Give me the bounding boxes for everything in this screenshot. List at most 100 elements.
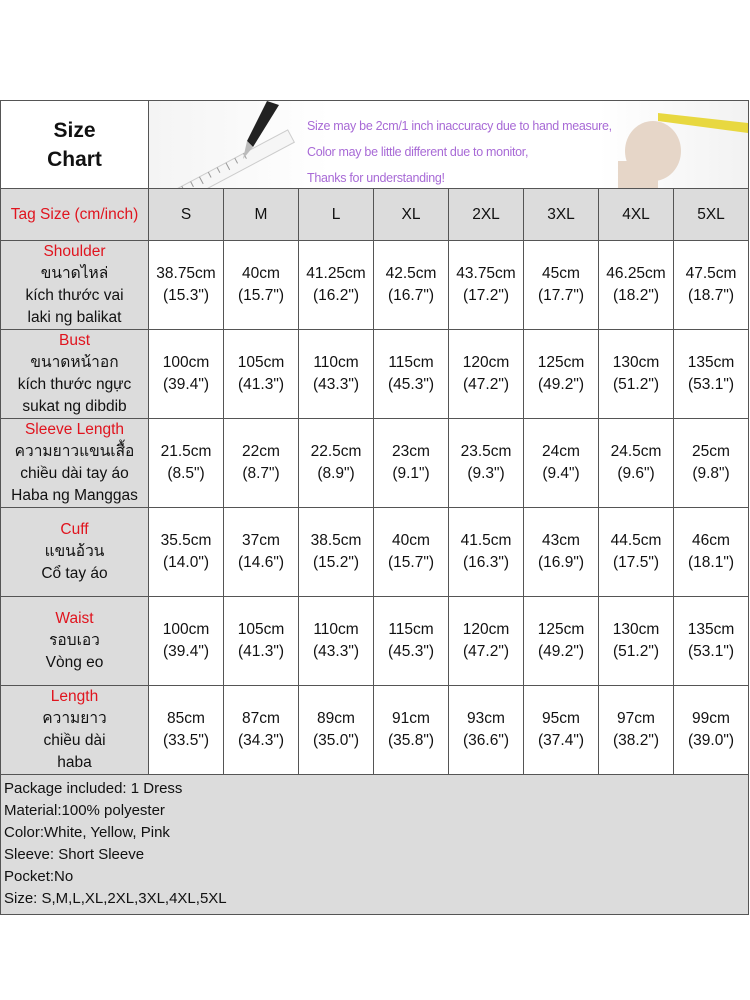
- measurement-label: Shoulder ขนาดไหล่ kích thước vai laki ng ba…: [0, 240, 149, 330]
- detail-line: Package included: 1 Dress: [4, 780, 183, 797]
- value-cm: 91cm: [392, 710, 430, 727]
- value-inch: (36.6"): [463, 732, 509, 749]
- measurement-cell: 110cm (43.3"): [298, 329, 374, 419]
- measurement-translation: chiều dài: [43, 732, 106, 749]
- value-inch: (15.7"): [238, 287, 284, 304]
- measurement-translation: haba: [57, 754, 92, 771]
- measurement-cell: 41.5cm (16.3"): [448, 507, 524, 597]
- measurement-row: Waist รอบเอว Vòng eo 100cm (39.4") 105cm (41.3…: [0, 596, 749, 686]
- measurement-cell: 38.75cm (15.3"): [148, 240, 224, 330]
- value-cm: 125cm: [537, 621, 585, 638]
- value-inch: (16.3"): [463, 554, 509, 571]
- measurement-cell: 110cm (43.3"): [298, 596, 374, 686]
- value-cm: 35.5cm: [160, 532, 212, 549]
- value-cm: 24cm: [542, 443, 580, 460]
- value-inch: (45.3"): [388, 376, 434, 393]
- tag-size-row: Tag Size (cm/inch) S M L XL 2XL 3XL 4XL 5XL: [0, 188, 749, 241]
- measurement-cell: 46.25cm (18.2"): [598, 240, 674, 330]
- measurement-cell: 43.75cm (17.2"): [448, 240, 524, 330]
- value-inch: (51.2"): [613, 376, 659, 393]
- value-inch: (49.2"): [538, 376, 584, 393]
- measurement-row: Sleeve Length ความยาวแขนเสื้อ chiều dài ta…: [0, 418, 749, 508]
- measurement-cell: 21.5cm (8.5"): [148, 418, 224, 508]
- value-cm: 95cm: [542, 710, 580, 727]
- measurement-name: Sleeve Length: [24, 421, 125, 438]
- value-cm: 23.5cm: [460, 443, 512, 460]
- measurement-name: Length: [50, 688, 99, 705]
- value-cm: 44.5cm: [610, 532, 662, 549]
- value-cm: 105cm: [237, 621, 285, 638]
- measurement-translation: Haba ng Manggas: [11, 487, 138, 504]
- value-cm: 130cm: [612, 621, 660, 638]
- measurement-cell: 91cm (35.8"): [373, 685, 449, 775]
- detail-line: Pocket:No: [4, 868, 74, 885]
- value-inch: (9.4"): [542, 465, 580, 482]
- measurement-cell: 42.5cm (16.7"): [373, 240, 449, 330]
- measurement-cell: 23cm (9.1"): [373, 418, 449, 508]
- value-inch: (9.8"): [692, 465, 730, 482]
- measurement-cell: 95cm (37.4"): [523, 685, 599, 775]
- value-cm: 43.75cm: [456, 265, 516, 282]
- chart-title: Size Chart: [0, 100, 149, 189]
- measurement-label: Waist รอบเอว Vòng eo: [0, 596, 149, 686]
- value-cm: 21.5cm: [160, 443, 212, 460]
- measurement-cell: 25cm (9.8"): [673, 418, 749, 508]
- value-inch: (8.7"): [242, 465, 280, 482]
- value-cm: 37cm: [242, 532, 280, 549]
- measurement-cell: 135cm (53.1"): [673, 329, 749, 419]
- value-cm: 25cm: [692, 443, 730, 460]
- measurement-translation: ความยาว: [42, 710, 107, 727]
- measurement-cell: 38.5cm (15.2"): [298, 507, 374, 597]
- value-cm: 87cm: [242, 710, 280, 727]
- measurement-translation: Vòng eo: [45, 654, 104, 671]
- value-cm: 130cm: [612, 354, 660, 371]
- measurement-cell: 45cm (17.7"): [523, 240, 599, 330]
- notice-line: Thanks for understanding!: [307, 171, 445, 185]
- value-inch: (8.5"): [167, 465, 205, 482]
- value-cm: 135cm: [687, 354, 735, 371]
- value-cm: 125cm: [537, 354, 585, 371]
- detail-line: Size: S,M,L,XL,2XL,3XL,4XL,5XL: [4, 890, 227, 907]
- measurement-translation: ขนาดไหล่: [40, 265, 109, 282]
- size-header-XL: XL: [373, 188, 449, 241]
- measurement-row: Cuff แขนอ้วน Cổ tay áo 35.5cm (14.0") 37cm (14…: [0, 507, 749, 597]
- measurement-cell: 40cm (15.7"): [223, 240, 299, 330]
- measurement-cell: 125cm (49.2"): [523, 329, 599, 419]
- value-cm: 46cm: [692, 532, 730, 549]
- size-header-S: S: [148, 188, 224, 241]
- measurement-name: Cuff: [60, 521, 89, 538]
- value-inch: (39.4"): [163, 376, 209, 393]
- measurement-cell: 35.5cm (14.0"): [148, 507, 224, 597]
- value-inch: (53.1"): [688, 643, 734, 660]
- size-header-L: L: [298, 188, 374, 241]
- detail-line: Color:White, Yellow, Pink: [4, 824, 170, 841]
- detail-line: Material:100% polyester: [4, 802, 165, 819]
- size-header-3XL: 3XL: [523, 188, 599, 241]
- value-inch: (15.7"): [388, 554, 434, 571]
- pen-ruler-icon: [172, 101, 295, 188]
- measurement-name: Bust: [58, 332, 90, 349]
- measurement-cell: 135cm (53.1"): [673, 596, 749, 686]
- notice-line: Color may be little different due to mon…: [307, 145, 529, 159]
- measurement-name: Waist: [55, 610, 94, 627]
- value-cm: 100cm: [162, 354, 210, 371]
- value-inch: (47.2"): [463, 376, 509, 393]
- value-inch: (16.9"): [538, 554, 584, 571]
- value-inch: (17.2"): [463, 287, 509, 304]
- measurement-cell: 24.5cm (9.6"): [598, 418, 674, 508]
- value-cm: 24.5cm: [610, 443, 662, 460]
- measurement-name: Shoulder: [43, 243, 106, 260]
- value-cm: 115cm: [388, 621, 434, 638]
- value-inch: (39.4"): [163, 643, 209, 660]
- measurement-cell: 40cm (15.7"): [373, 507, 449, 597]
- value-inch: (43.3"): [313, 376, 359, 393]
- measurement-translation: chiều dài tay áo: [20, 465, 129, 482]
- value-cm: 85cm: [167, 710, 205, 727]
- value-inch: (34.3"): [238, 732, 284, 749]
- measurement-cell: 125cm (49.2"): [523, 596, 599, 686]
- measurement-cell: 93cm (36.6"): [448, 685, 524, 775]
- measurement-cell: 22cm (8.7"): [223, 418, 299, 508]
- value-cm: 93cm: [467, 710, 505, 727]
- value-cm: 42.5cm: [385, 265, 437, 282]
- measurement-cell: 46cm (18.1"): [673, 507, 749, 597]
